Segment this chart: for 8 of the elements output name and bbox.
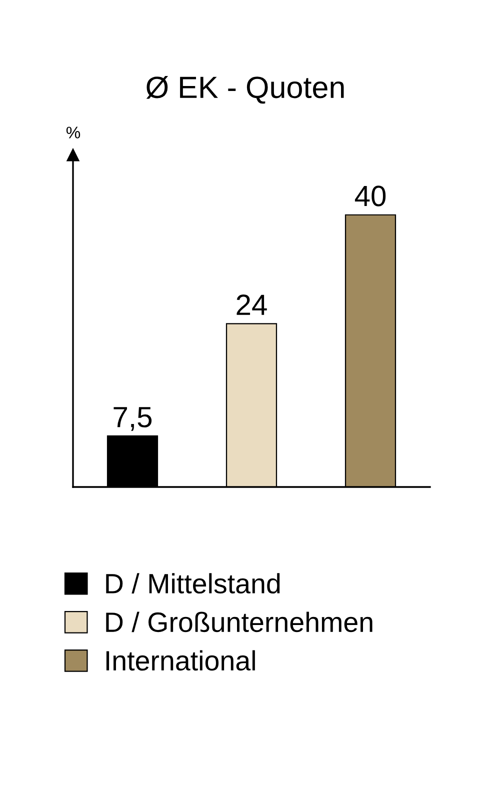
legend-label: International [106,650,255,671]
data-label: 7,5 [114,407,152,431]
text: % [66,126,80,138]
legend-label: D / Großunternehmen [106,612,372,632]
chart-title: Ø EK - Quoten [146,76,344,104]
legend-label: D / Mittelstand [106,573,280,594]
data-label: 40 [354,186,386,206]
data-label: 24 [236,294,267,315]
